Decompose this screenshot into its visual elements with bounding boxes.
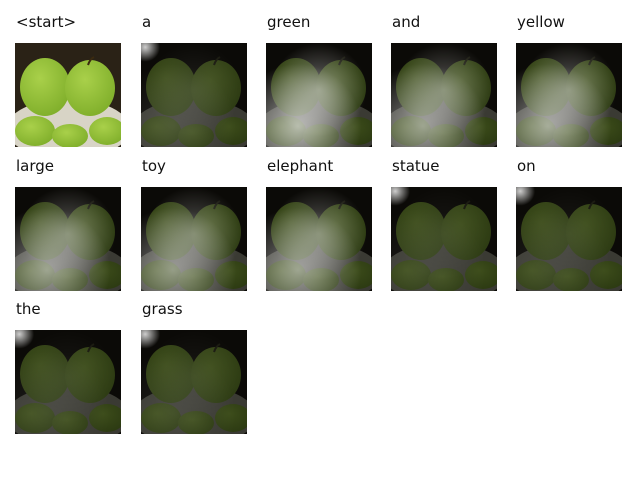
attention-cell: green — [266, 13, 372, 147]
attention-map-image — [15, 187, 121, 291]
caption-word: large — [16, 157, 55, 175]
attention-map-image — [266, 43, 372, 147]
caption-word: and — [392, 13, 421, 31]
attention-map-image — [141, 187, 247, 291]
caption-word: yellow — [517, 13, 565, 31]
attention-cell: and — [391, 13, 497, 147]
attention-map-image — [15, 330, 121, 434]
attention-map-image — [516, 187, 622, 291]
attention-map-image — [141, 43, 247, 147]
caption-word: green — [267, 13, 311, 31]
attention-map-image — [266, 187, 372, 291]
attention-map-image — [391, 43, 497, 147]
attention-map-image — [391, 187, 497, 291]
attention-cell: grass — [141, 300, 247, 434]
attention-map-image — [141, 330, 247, 434]
caption-word: on — [517, 157, 536, 175]
attention-cell: <start> — [15, 13, 121, 147]
attention-cell: on — [516, 157, 622, 291]
attention-cell: yellow — [516, 13, 622, 147]
attention-cell: the — [15, 300, 121, 434]
original-image — [15, 43, 121, 147]
caption-word: statue — [392, 157, 440, 175]
attention-cell: toy — [141, 157, 247, 291]
attention-cell: statue — [391, 157, 497, 291]
attention-cell: a — [141, 13, 247, 147]
caption-word: grass — [142, 300, 183, 318]
caption-word: toy — [142, 157, 166, 175]
caption-word: a — [142, 13, 152, 31]
attention-map-image — [516, 43, 622, 147]
attention-cell: large — [15, 157, 121, 291]
caption-word: the — [16, 300, 41, 318]
attention-cell: elephant — [266, 157, 372, 291]
caption-word: elephant — [267, 157, 334, 175]
caption-word: <start> — [16, 13, 77, 31]
